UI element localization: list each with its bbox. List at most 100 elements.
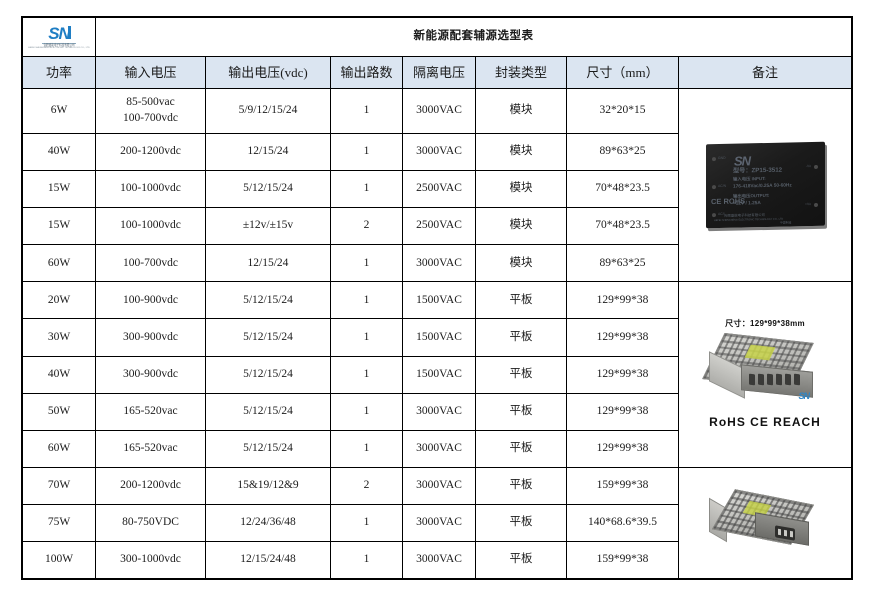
cell-output-voltage: 5/12/15/24 [205, 355, 331, 394]
cell-package: 平板 [475, 541, 567, 580]
slim-psu-photo [679, 468, 851, 578]
inlet-blade [784, 529, 788, 537]
cell-output-voltage: 5/9/12/15/24 [205, 88, 331, 134]
cell-power: 60W [22, 429, 96, 468]
cell-output-voltage: 12/15/24/48 [205, 541, 331, 580]
cell-output-voltage: ±12v/±15v [205, 207, 331, 246]
cell-input-voltage: 300-900vdc [95, 355, 206, 394]
module-pin-dot [711, 213, 716, 218]
cell-input-voltage: 100-1000vdc [95, 207, 206, 246]
cell-size: 89*63*25 [566, 132, 679, 172]
cell-isolation: 2500VAC [402, 170, 476, 209]
remark-slim-photo-cell [677, 466, 853, 580]
cell-output-voltage: 5/12/15/24 [205, 392, 331, 431]
slim-power-supply-image [703, 487, 827, 559]
cell-package: 模块 [475, 88, 567, 134]
col-header-size: 尺寸（mm） [566, 56, 679, 89]
cell-output-voltage: 15&19/12&9 [205, 466, 331, 505]
table-row: 30W 300-900vdc 5/12/15/24 1 1500VAC 平板 1… [22, 318, 852, 357]
table-row: 40W 300-900vdc 5/12/15/24 1 1500VAC 平板 1… [22, 355, 852, 394]
table-row: 50W 165-520vac 5/12/15/24 1 3000VAC 平板 1… [22, 392, 852, 431]
module-pin-label-vo-neg: -Vo [805, 164, 811, 169]
cell-package: 模块 [475, 170, 567, 209]
module-photo: GND AC/N AC/L -Vo +Vo SN 型号：ZP15-3512 输入… [679, 89, 851, 281]
module-pin-dot [711, 157, 716, 162]
cell-output-count: 1 [330, 392, 403, 431]
cell-power: 20W [22, 281, 96, 320]
flat-psu-size-label: 尺寸：129*99*38mm [725, 318, 805, 328]
cell-power: 100W [22, 541, 96, 580]
flat-psu-certifications: RoHS CE REACH [709, 415, 821, 430]
cell-output-count: 1 [330, 503, 403, 543]
col-header-output-voltage: 输出电压(vdc) [205, 56, 331, 89]
cell-package: 平板 [475, 429, 567, 468]
cell-output-count: 1 [330, 132, 403, 172]
logo-company-cn: 合肥盛能电子科技有限公司 [43, 42, 75, 47]
module-pin-dot [813, 203, 818, 208]
document-title: 新能源配套辅源选型表 [94, 17, 853, 57]
module-pin-label-gnd: GND [717, 156, 726, 161]
table-row: 60W 100-700vdc 12/15/24 1 3000VAC 模块 89*… [22, 244, 852, 283]
cell-input-voltage: 80-750VDC [95, 503, 206, 543]
input-voltage-dc: 100-700vdc [123, 112, 178, 124]
cell-input-voltage: 300-1000vdc [95, 541, 206, 580]
cell-package: 模块 [475, 244, 567, 283]
cell-output-count: 1 [330, 541, 403, 580]
cell-size: 89*63*25 [566, 244, 679, 283]
cell-isolation: 1500VAC [402, 318, 476, 357]
cell-output-voltage: 5/12/15/24 [205, 318, 331, 357]
cell-power: 15W [22, 207, 96, 246]
cell-input-voltage: 100-1000vdc [95, 170, 206, 209]
cell-size: 159*99*38 [566, 466, 679, 505]
cell-size: 129*99*38 [566, 281, 679, 320]
enclosed-power-supply-image: SN [702, 333, 825, 408]
cell-input-voltage: 200-1200vdc [95, 132, 206, 172]
table-row: 20W 100-900vdc 5/12/15/24 1 1500VAC 平板 1… [22, 281, 853, 468]
cell-package: 平板 [475, 281, 567, 320]
cell-isolation: 3000VAC [402, 541, 476, 580]
table-row: 75W 80-750VDC 12/24/36/48 1 3000VAC 平板 1… [22, 503, 852, 543]
col-header-input-voltage: 输入电压 [95, 56, 206, 89]
cell-output-voltage: 12/24/36/48 [205, 503, 331, 543]
cell-size: 32*20*15 [566, 88, 679, 134]
cell-size: 159*99*38 [566, 541, 679, 580]
cell-power: 30W [22, 318, 96, 357]
cell-power: 6W [22, 88, 96, 134]
cell-isolation: 1500VAC [402, 355, 476, 394]
cell-output-count: 1 [330, 355, 403, 394]
module-model-text: 型号：ZP15-3512 [732, 167, 782, 175]
cell-package: 模块 [475, 207, 567, 246]
cell-isolation: 3000VAC [402, 503, 476, 543]
psu-brand-logo-icon: SN [798, 391, 810, 402]
cell-output-count: 1 [330, 170, 403, 209]
cell-output-count: 1 [330, 88, 403, 134]
cell-output-voltage: 12/15/24 [205, 132, 331, 172]
module-origin-cn: 中国制造 [779, 220, 791, 225]
psu-terminal [794, 374, 801, 386]
col-header-remarks: 备注 [677, 56, 853, 89]
col-header-power: 功率 [22, 56, 96, 89]
table-row: 40W 200-1200vdc 12/15/24 1 3000VAC 模块 89… [22, 132, 852, 172]
module-input-label: 输入电压 INPUT: [732, 176, 766, 182]
table-row: 60W 165-520vac 5/12/15/24 1 3000VAC 平板 1… [22, 429, 852, 468]
input-voltage-ac: 85-500vac [126, 96, 175, 109]
cell-package: 平板 [475, 503, 567, 543]
power-supply-selection-table: SN 合肥盛能电子科技有限公司 HEFEI SHENGNENG ELECTRON… [20, 15, 854, 581]
col-header-output-count: 输出路数 [330, 56, 403, 89]
cell-size: 140*68.6*39.5 [566, 503, 679, 543]
psu-terminal [758, 374, 765, 386]
psu-terminal [785, 374, 792, 386]
cell-input-voltage: 200-1200vdc [95, 466, 206, 505]
module-maker-en: HEFEI SHENGNENG ELECTRONIC TECHNOLOGY CO… [713, 217, 783, 223]
remark-module-photo-cell: GND AC/N AC/L -Vo +Vo SN 型号：ZP15-3512 输入… [677, 87, 853, 283]
inlet-blade [778, 528, 782, 536]
cell-package: 平板 [475, 392, 567, 431]
cell-output-count: 1 [330, 429, 403, 468]
title-row: SN 合肥盛能电子科技有限公司 HEFEI SHENGNENG ELECTRON… [22, 17, 853, 57]
table-row: 6W 85-500vac 100-700vdc 5/9/12/15/24 1 3… [22, 87, 853, 283]
module-pin-dot [711, 185, 716, 190]
cell-package: 平板 [475, 355, 567, 394]
cell-size: 129*99*38 [566, 429, 679, 468]
cell-power: 75W [22, 503, 96, 543]
cell-input-voltage: 85-500vac 100-700vdc [95, 88, 206, 134]
